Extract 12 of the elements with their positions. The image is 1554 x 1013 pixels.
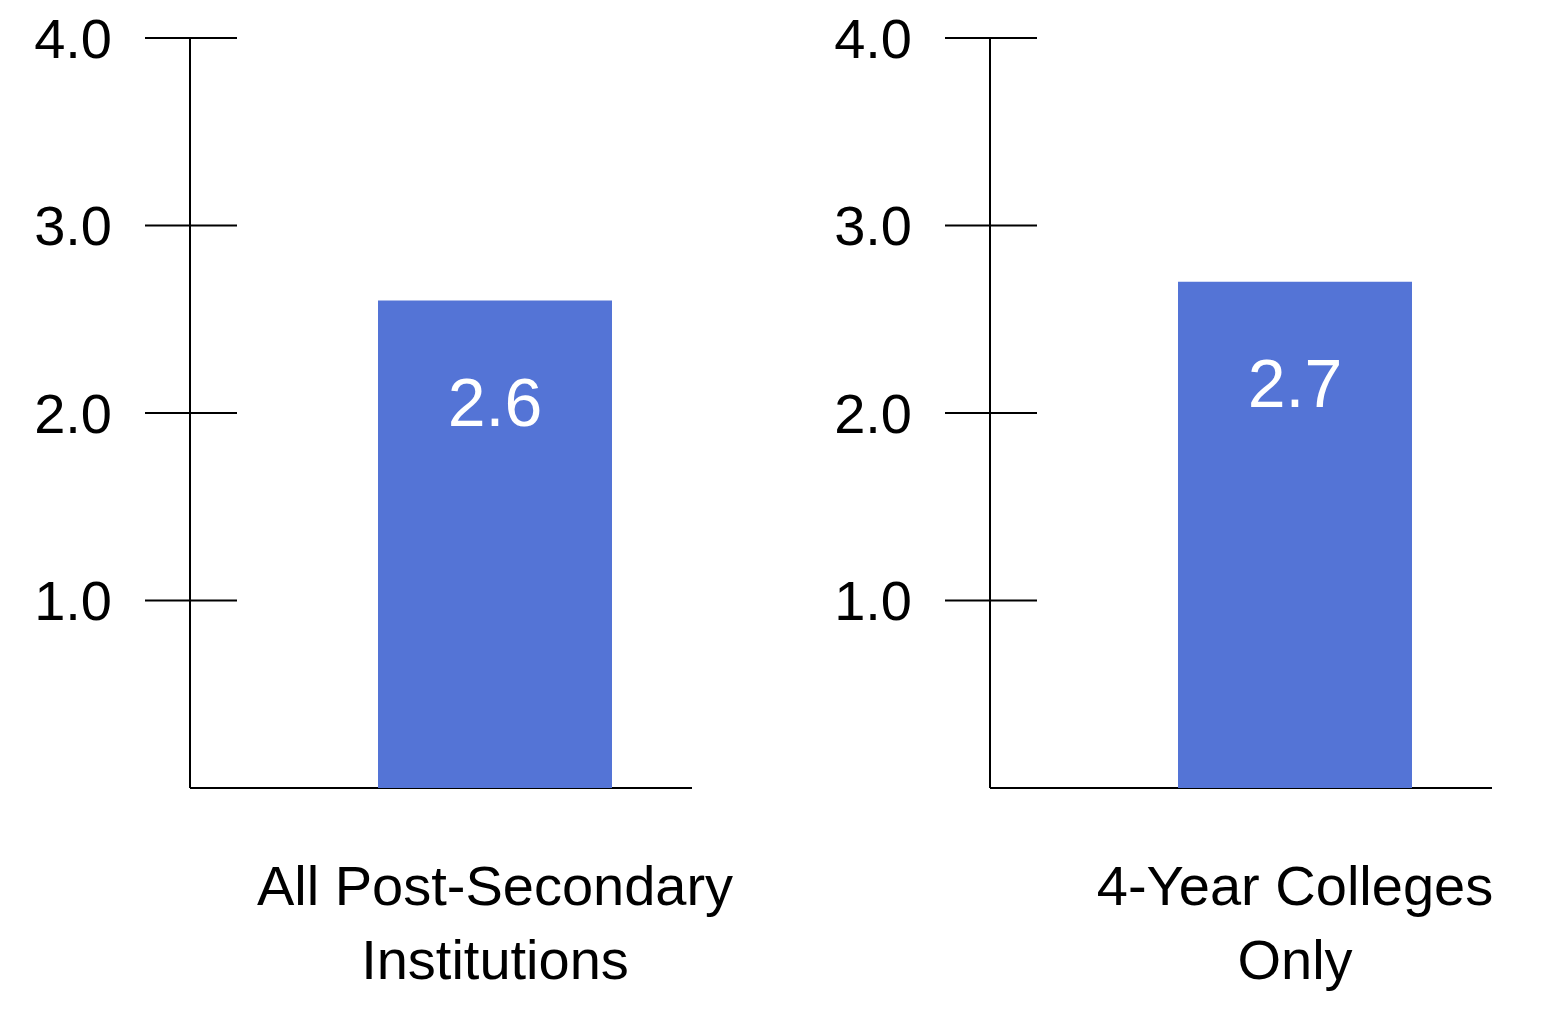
y-tick-label: 4.0	[834, 6, 912, 70]
data-label: 2.7	[1247, 344, 1343, 421]
x-tick-label: All Post-Secondary Institutions	[256, 854, 734, 991]
data-label: 2.6	[447, 363, 543, 440]
y-tick-label: 1.0	[834, 569, 912, 633]
y-tick-label: 3.0	[34, 194, 112, 258]
y-tick-label: 2.0	[34, 381, 112, 445]
y-tick-label: 2.0	[834, 381, 912, 445]
y-tick-label: 3.0	[834, 194, 912, 258]
x-tick-label: 4-Year Colleges Only	[1096, 854, 1494, 991]
y-tick-label: 1.0	[34, 569, 112, 633]
y-tick-label: 4.0	[34, 6, 112, 70]
